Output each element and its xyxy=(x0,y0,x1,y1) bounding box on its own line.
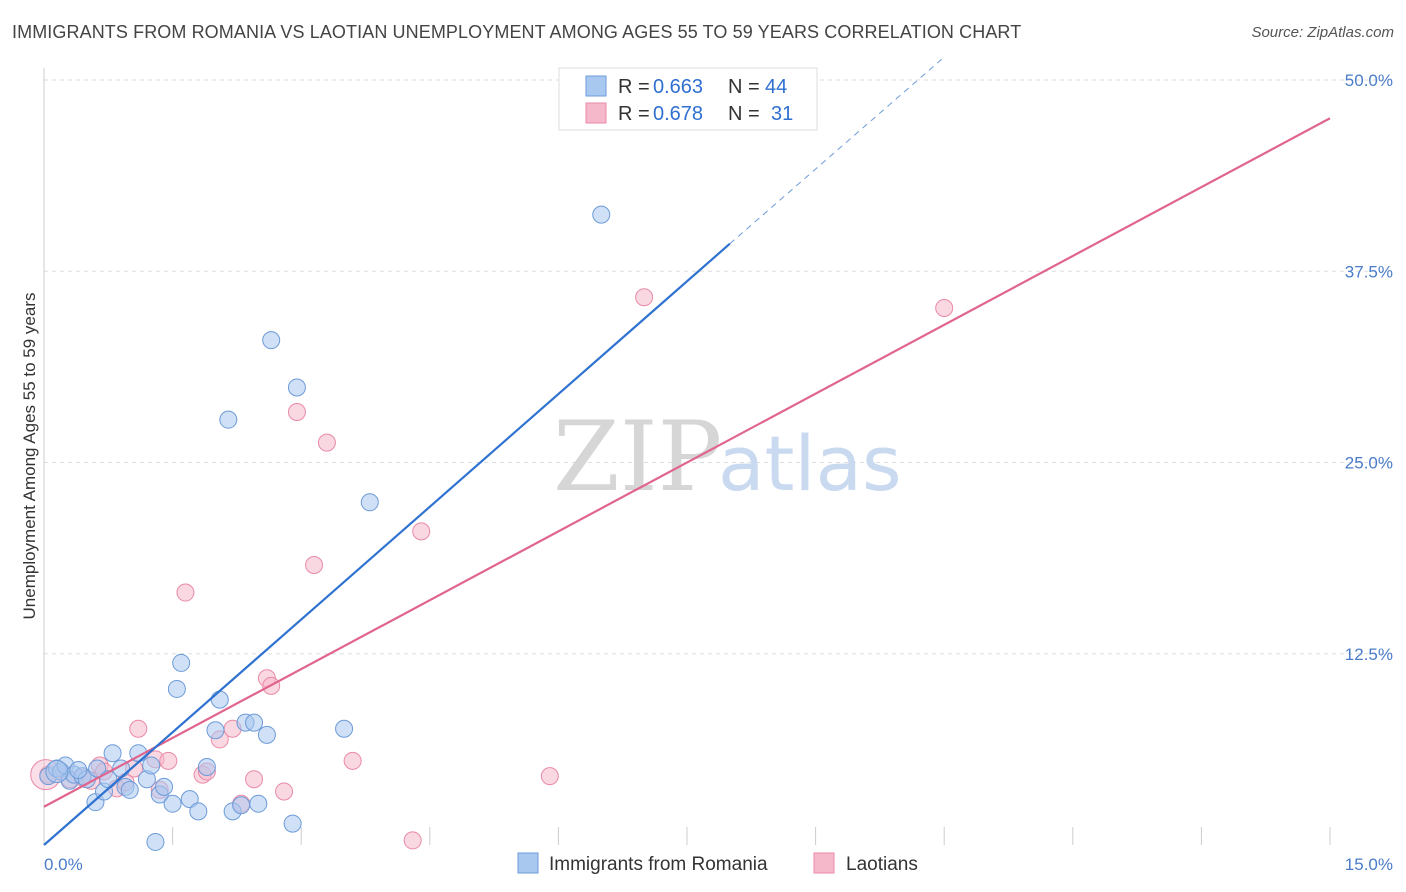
romania-point xyxy=(69,761,88,780)
legend-r-label: R = xyxy=(618,103,650,125)
laotians-point xyxy=(343,751,362,770)
grid-lines xyxy=(44,79,1395,655)
watermark: ZIP atlas xyxy=(553,401,902,513)
series-romania-points xyxy=(39,205,611,851)
romania-point xyxy=(172,653,191,672)
legend-n-label: N = xyxy=(728,76,760,98)
romania-point xyxy=(262,331,281,350)
romania-point xyxy=(197,757,216,776)
romania-point xyxy=(206,721,225,740)
legend-r-label: R = xyxy=(618,76,650,98)
laotians-point xyxy=(540,767,559,786)
romania-point xyxy=(249,794,268,813)
bottom-legend-label: Immigrants from Romania xyxy=(549,854,768,875)
y-tick-label: 37.5% xyxy=(1345,262,1393,281)
x-tick-label: 0.0% xyxy=(44,855,83,874)
laotians-point xyxy=(287,403,306,422)
legend-n-label: N = xyxy=(728,103,760,125)
laotians-point xyxy=(176,583,195,602)
laotians-point xyxy=(129,719,148,738)
romania-point xyxy=(120,780,139,799)
romania-point xyxy=(103,744,122,763)
laotians-point xyxy=(635,288,654,307)
laotians-point xyxy=(275,782,294,801)
legend-swatch-romania xyxy=(585,75,607,97)
romania-point xyxy=(257,725,276,744)
y-tick-label: 12.5% xyxy=(1345,645,1393,664)
romania-point xyxy=(287,378,306,397)
chart-title: IMMIGRANTS FROM ROMANIA VS LAOTIAN UNEMP… xyxy=(12,22,1022,42)
romania-point xyxy=(210,690,229,709)
legend-swatch-laotians xyxy=(585,102,607,124)
romania-point xyxy=(155,777,174,796)
romania-point xyxy=(180,790,199,809)
laotians-point xyxy=(412,522,431,541)
series-laotians-points xyxy=(30,288,954,850)
trend-lines xyxy=(43,56,1331,846)
romania-point xyxy=(189,802,208,821)
romania-point xyxy=(142,756,161,775)
y-tick-label: 50.0% xyxy=(1345,71,1393,90)
romania-point xyxy=(283,814,302,833)
bottom-legend-swatch-romania xyxy=(517,852,539,874)
laotians-point xyxy=(317,433,336,452)
y-tick-label: 25.0% xyxy=(1345,454,1393,473)
legend-n-value: 44 xyxy=(765,76,787,98)
laotians-trend-line xyxy=(43,117,1331,808)
romania-point xyxy=(163,794,182,813)
laotians-point xyxy=(159,751,178,770)
romania-point xyxy=(88,759,107,778)
bottom-legend-label: Laotians xyxy=(846,854,918,875)
romania-point xyxy=(335,719,354,738)
romania-point xyxy=(45,760,69,784)
laotians-point xyxy=(935,298,954,317)
romania-point xyxy=(360,493,379,512)
romania-point xyxy=(219,410,238,429)
bottom-legend-swatch-laotians xyxy=(813,852,835,874)
watermark-zip: ZIP xyxy=(553,401,722,513)
legend-r-value: 0.663 xyxy=(653,76,703,98)
watermark-atlas: atlas xyxy=(718,419,902,508)
y-axis-label: Unemployment Among Ages 55 to 59 years xyxy=(20,293,39,620)
legend-n-value: 31 xyxy=(771,103,793,125)
y-tick-labels: 12.5% 25.0% 37.5% 50.0% xyxy=(1345,71,1393,664)
romania-point xyxy=(146,832,165,851)
x-tick-labels: 0.0% 15.0% xyxy=(44,855,1393,874)
laotians-point xyxy=(305,556,324,575)
source-label: Source: ZipAtlas.com xyxy=(1251,24,1394,41)
romania-point xyxy=(245,713,264,732)
romania-point xyxy=(232,796,251,815)
romania-trend-extension xyxy=(729,56,945,245)
x-tick-label: 15.0% xyxy=(1345,855,1393,874)
legend-r-value: 0.678 xyxy=(653,103,703,125)
laotians-point xyxy=(245,770,264,789)
series-legend: Immigrants from Romania Laotians xyxy=(517,852,918,875)
romania-trend-line xyxy=(43,242,731,846)
romania-point xyxy=(167,679,186,698)
romania-point xyxy=(592,205,611,224)
laotians-point xyxy=(403,831,422,850)
axes xyxy=(43,68,1331,845)
stats-legend: R = 0.663 N = 44 R = 0.678 N = 31 xyxy=(558,67,818,131)
